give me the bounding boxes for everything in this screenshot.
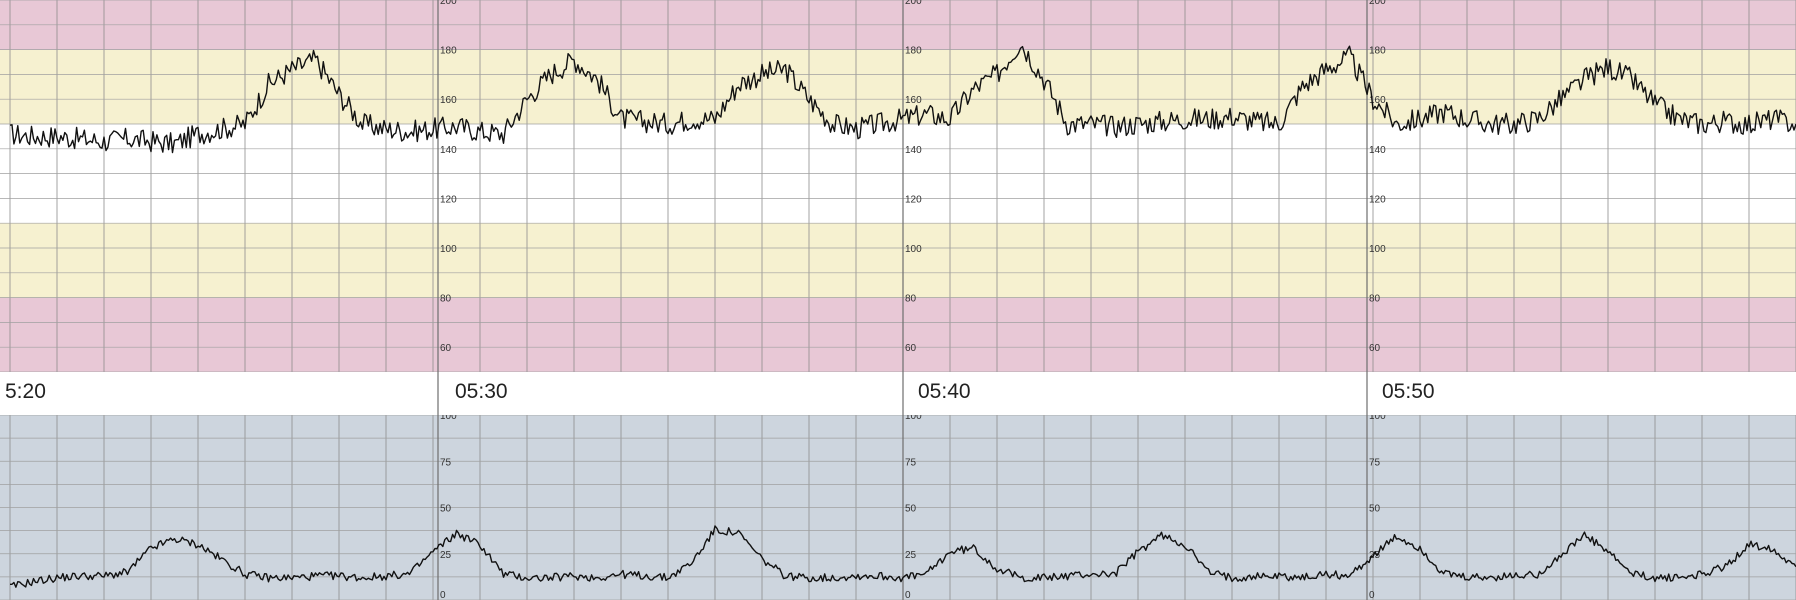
fhr-zone-band	[0, 223, 1796, 298]
fhr-tick-label: 80	[1369, 294, 1381, 305]
fhr-tick-label: 120	[1369, 194, 1386, 205]
fhr-trace	[9, 45, 1796, 154]
fhr-tick-label: 140	[905, 145, 922, 156]
fhr-tick-label: 160	[905, 95, 922, 106]
fhr-tick-label: 60	[905, 343, 917, 354]
ua-tick-label: 25	[905, 550, 917, 561]
fhr-zone-bands	[0, 0, 1796, 372]
time-label-0550: 05:50	[1382, 380, 1435, 403]
fhr-tick-label: 80	[440, 294, 452, 305]
fhr-zone-band	[0, 297, 1796, 372]
ua-tick-label: 0	[440, 590, 446, 600]
fhr-tick-label: 120	[440, 194, 457, 205]
fhr-tick-label: 180	[905, 46, 922, 57]
fhr-tick-label: 140	[1369, 145, 1386, 156]
ua-tick-label: 100	[1369, 411, 1386, 422]
fhr-tick-label: 140	[440, 145, 457, 156]
time-label-0540: 05:40	[918, 380, 971, 403]
ua-tick-label: 75	[1369, 457, 1381, 468]
ua-tick-label: 50	[905, 504, 917, 515]
fhr-tick-label: 80	[905, 294, 917, 305]
fhr-tick-label: 60	[1369, 343, 1381, 354]
ua-tick-label: 75	[905, 457, 917, 468]
ua-tick-label: 0	[905, 590, 911, 600]
fhr-tick-label: 120	[905, 194, 922, 205]
ua-tick-label: 50	[1369, 504, 1381, 515]
fhr-tick-label: 200	[440, 0, 457, 7]
fhr-tick-label: 160	[1369, 95, 1386, 106]
fhr-tick-label: 180	[1369, 46, 1386, 57]
traces	[9, 45, 1796, 588]
ua-trace	[10, 525, 1796, 588]
fhr-tick-label: 180	[440, 46, 457, 57]
time-label-0530: 05:30	[455, 380, 508, 403]
time-band: 5:20 05:30 05:40 05:50	[0, 372, 1796, 415]
tick-labels: 200 180 160 140 120 100 80 60 100 75 50 25 0 200 180 16…	[440, 0, 1386, 600]
fhr-tick-label: 100	[440, 244, 457, 255]
fhr-tick-label: 100	[905, 244, 922, 255]
fhr-zone-band	[0, 49, 1796, 124]
ua-tick-label: 100	[440, 411, 457, 422]
time-label-0520: 5:20	[5, 380, 46, 403]
fhr-tick-label: 60	[440, 343, 452, 354]
fhr-tick-label: 200	[1369, 0, 1386, 7]
ua-tick-label: 100	[905, 411, 922, 422]
ua-tick-label: 25	[440, 550, 452, 561]
ua-tick-label: 50	[440, 504, 452, 515]
time-strip	[0, 372, 1796, 415]
ua-tick-label: 25	[1369, 550, 1381, 561]
ua-tick-label: 75	[440, 457, 452, 468]
fhr-tick-label: 100	[1369, 244, 1386, 255]
fhr-tick-label: 200	[905, 0, 922, 7]
fhr-tick-label: 160	[440, 95, 457, 106]
ua-tick-label: 0	[1369, 590, 1375, 600]
